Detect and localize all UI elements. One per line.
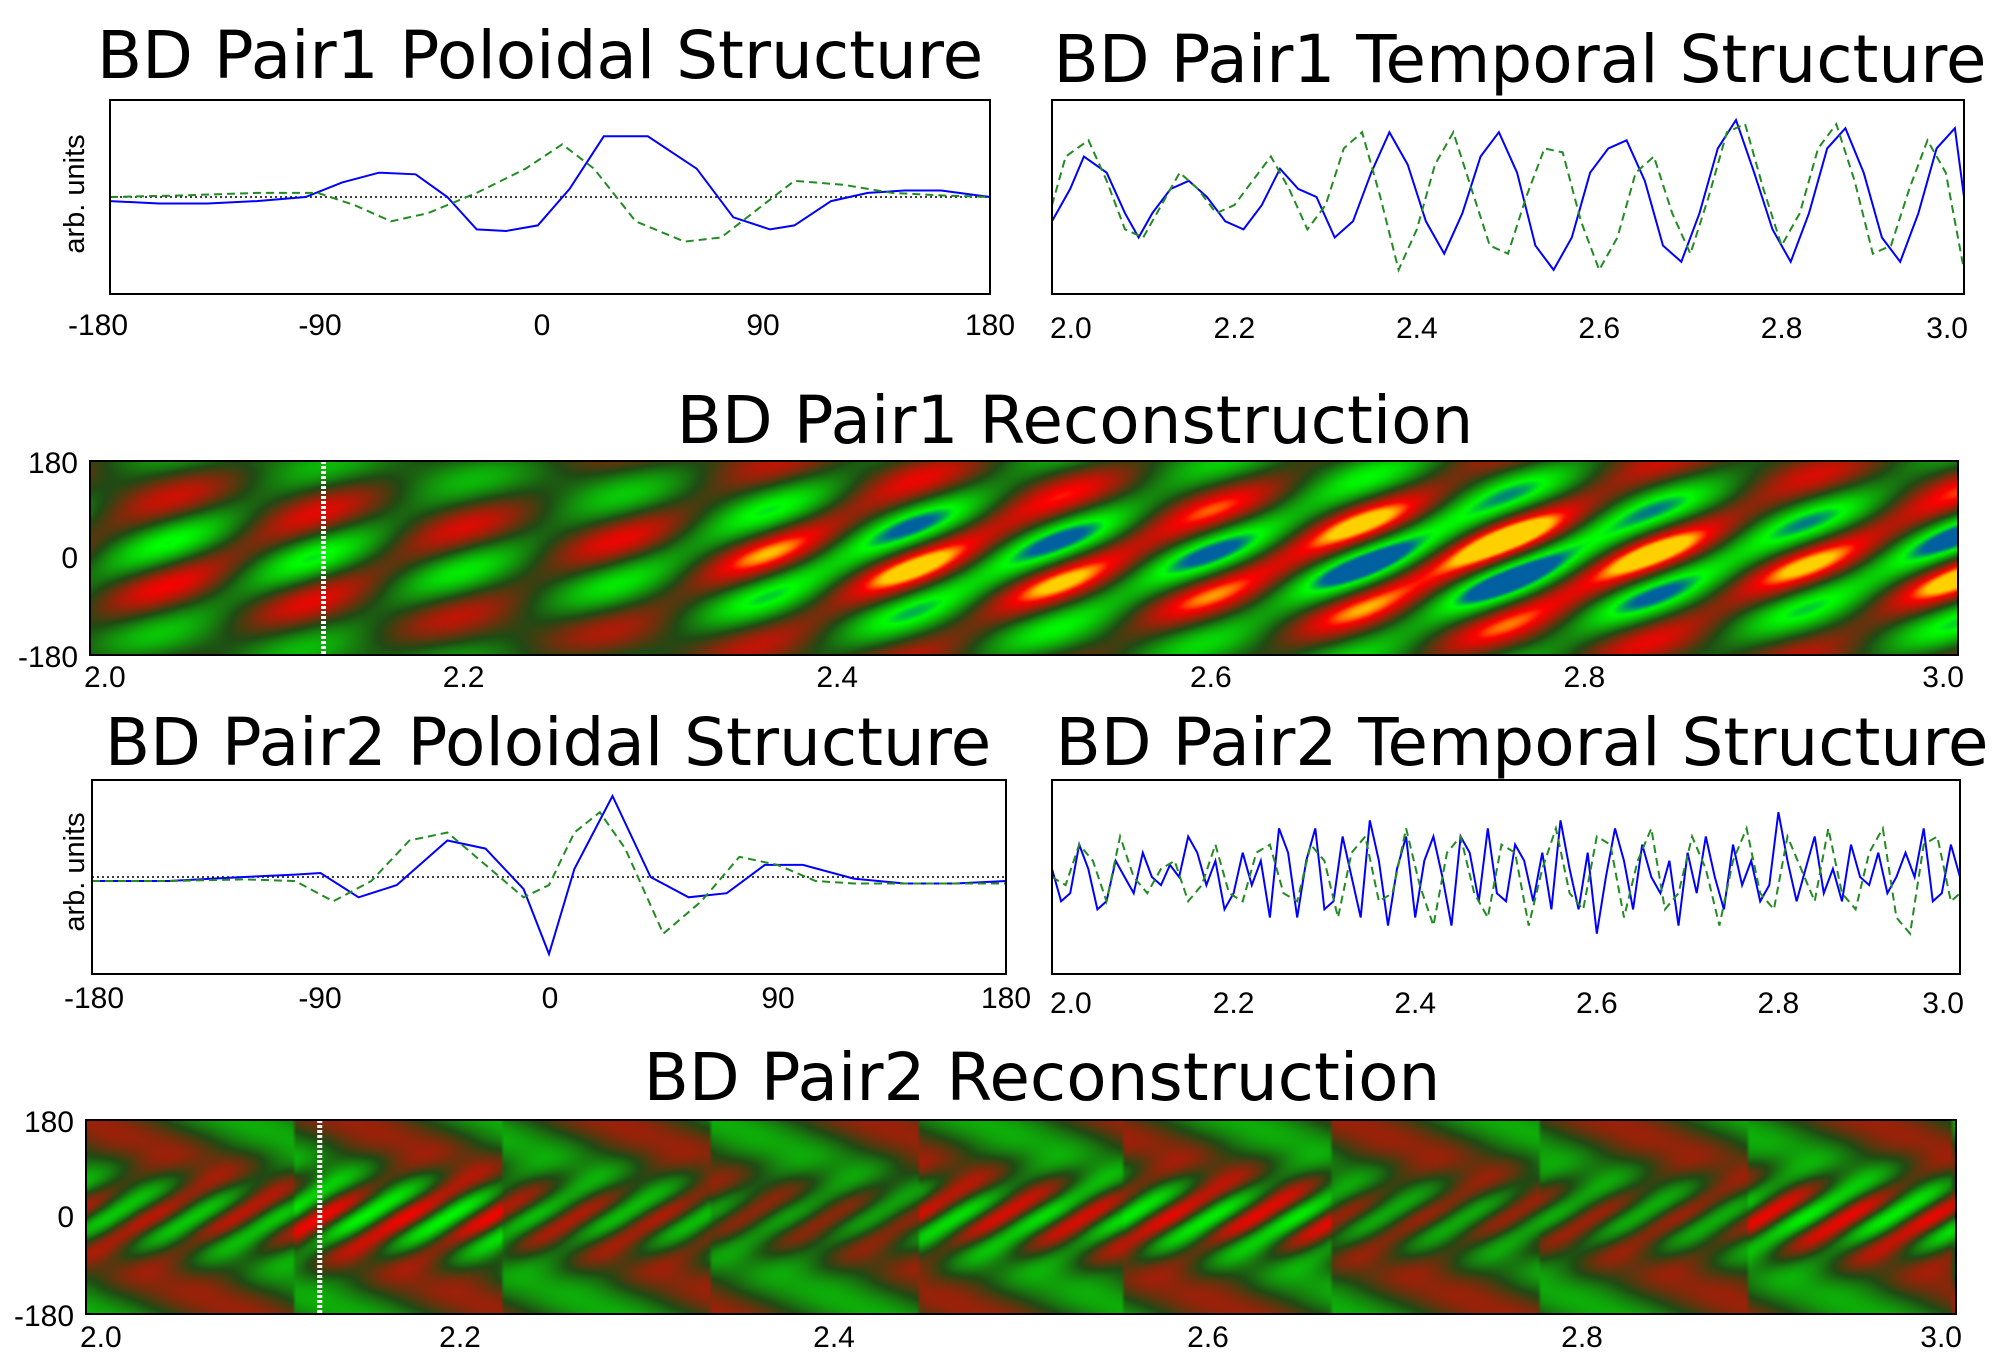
x-tick-label: 3.0 (1922, 661, 1964, 694)
heatmap-image (86, 1120, 1956, 1314)
x-tick-label: 2.6 (1578, 312, 1620, 345)
panel-pair1-poloidal: BD Pair1 Poloidal Structure arb. units -… (59, 17, 1015, 342)
x-tick-label: 2.0 (80, 1321, 122, 1354)
heatmap-pair2-reconstruction: 2.0 2.2 2.4 2.6 2.8 3.0 180 0 -180 (14, 1106, 1962, 1354)
solid-series-line (1051, 812, 1961, 934)
x-tick-label: 2.2 (443, 661, 485, 694)
dashed-series-line (1051, 121, 1965, 273)
title-pair1-poloidal: BD Pair1 Poloidal Structure (97, 17, 983, 94)
x-tick-label: 3.0 (1920, 1321, 1962, 1354)
frame-pair1-reconstruction (89, 460, 1959, 656)
y-tick-label: -180 (18, 641, 78, 674)
x-tick-label: 2.2 (1213, 987, 1255, 1020)
heatmap-image (90, 461, 1958, 655)
plot-pair2-temporal: 2.0 2.2 2.4 2.6 2.8 3.0 (1050, 812, 1964, 1020)
x-tick-label: 2.0 (84, 661, 126, 694)
x-tick-label: -180 (64, 982, 124, 1015)
x-tick-label: 2.2 (1214, 312, 1256, 345)
x-tick-label: 2.4 (813, 1321, 855, 1354)
panel-pair2-temporal: BD Pair2 Temporal Structure 2.0 2.2 2.4 2.6… (1050, 704, 1989, 1020)
heatmap-pair1-reconstruction: 2.0 2.2 2.4 2.6 2.8 3.0 180 0 -180 (18, 447, 1964, 694)
panel-pair1-reconstruction: BD Pair1 Reconstruction 2.0 2.2 2.4 2.6 2.8 3… (18, 382, 1964, 694)
frame-pair2-poloidal (91, 779, 1007, 975)
x-tick-label: 2.8 (1564, 661, 1606, 694)
x-tick-label: 2.0 (1050, 312, 1092, 345)
frame-pair2-temporal (1051, 779, 1961, 975)
x-tick-label: 2.6 (1187, 1321, 1229, 1354)
title-pair2-poloidal: BD Pair2 Poloidal Structure (105, 704, 991, 781)
x-tick-label: -90 (298, 982, 341, 1015)
title-pair1-temporal: BD Pair1 Temporal Structure (1054, 21, 1987, 98)
dashed-series-line (109, 143, 991, 243)
x-tick-label: 90 (746, 309, 779, 342)
dashed-series-line (92, 810, 1006, 936)
panel-pair2-reconstruction: BD Pair2 Reconstruction 2.0 2.2 2.4 2.6 2.8 3… (14, 1039, 1962, 1354)
x-tick-label: 2.8 (1758, 987, 1800, 1020)
y-tick-label: 0 (61, 542, 78, 575)
x-tick-label: 3.0 (1926, 312, 1968, 345)
y-tick-label: -180 (14, 1300, 74, 1333)
frame-pair1-poloidal (109, 99, 991, 295)
x-tick-label: 180 (981, 982, 1031, 1015)
x-tick-label: 0 (542, 982, 559, 1015)
title-pair2-temporal: BD Pair2 Temporal Structure (1056, 704, 1989, 781)
x-tick-label: 2.4 (1396, 312, 1438, 345)
title-pair2-reconstruction: BD Pair2 Reconstruction (644, 1039, 1441, 1116)
x-tick-label: 2.0 (1050, 987, 1092, 1020)
plot-pair1-temporal: 2.0 2.2 2.4 2.6 2.8 3.0 (1050, 117, 1968, 345)
panel-pair2-poloidal: BD Pair2 Poloidal Structure arb. units -… (59, 704, 1031, 1015)
plot-pair2-poloidal: -180 -90 0 90 180 (64, 793, 1031, 1015)
ylabel-pair2-poloidal: arb. units (59, 812, 91, 931)
x-tick-label: 2.4 (816, 661, 858, 694)
x-tick-label: 2.6 (1576, 987, 1618, 1020)
x-tick-label: 0 (534, 309, 551, 342)
solid-series-line (109, 135, 991, 233)
x-tick-label: 2.6 (1190, 661, 1232, 694)
solid-series-line (1051, 117, 1965, 272)
frame-pair2-reconstruction (85, 1119, 1957, 1315)
ylabel-pair1-poloidal: arb. units (59, 134, 91, 253)
x-tick-label: 3.0 (1922, 987, 1964, 1020)
y-tick-label: 180 (28, 447, 78, 480)
panel-pair1-temporal: BD Pair1 Temporal Structure 2.0 2.2 2.4 2.6… (1050, 21, 1987, 345)
x-tick-label: 90 (761, 982, 794, 1015)
x-tick-label: -180 (68, 309, 128, 342)
x-tick-label: 2.8 (1561, 1321, 1603, 1354)
y-tick-label: 0 (57, 1201, 74, 1234)
y-tick-label: 180 (24, 1106, 74, 1139)
solid-series-line (92, 793, 1007, 958)
x-tick-label: 2.4 (1394, 987, 1436, 1020)
frame-pair1-temporal (1051, 99, 1965, 295)
plot-pair1-poloidal: -180 -90 0 90 180 (68, 135, 1015, 342)
x-tick-label: -90 (298, 309, 341, 342)
title-pair1-reconstruction: BD Pair1 Reconstruction (677, 382, 1474, 459)
x-tick-label: 2.2 (439, 1321, 481, 1354)
dashed-series-line (1051, 824, 1961, 937)
x-tick-label: 2.8 (1761, 312, 1803, 345)
x-tick-label: 180 (965, 309, 1015, 342)
